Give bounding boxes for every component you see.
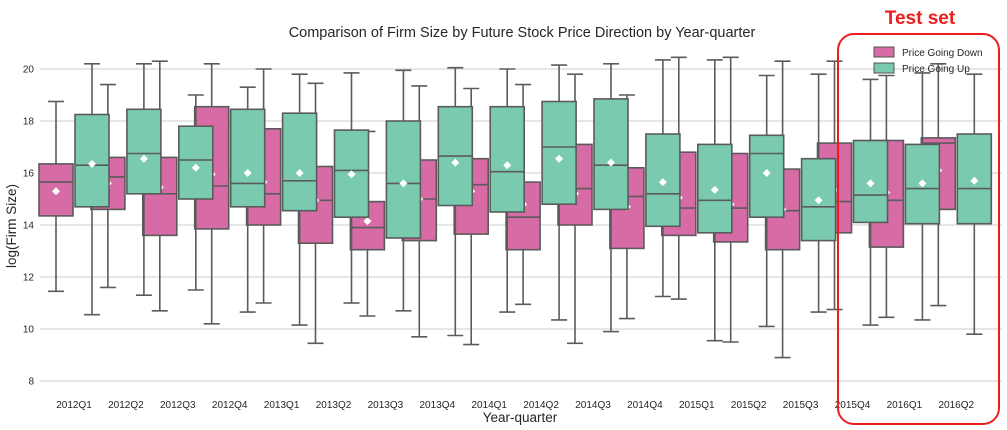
legend-label-price-going-down: Price Going Down [902, 48, 983, 59]
mean-marker [658, 178, 667, 187]
mean-marker [503, 161, 512, 170]
mean-marker [139, 154, 148, 163]
iqr-box [126, 108, 162, 195]
y-tick-label: 8 [28, 377, 34, 388]
box-price-going-up [178, 94, 214, 291]
mean-marker [191, 163, 200, 172]
y-axis-label: log(Firm Size) [4, 184, 19, 268]
y-tick-label: 10 [23, 325, 35, 336]
y-tick-label: 16 [23, 169, 35, 180]
legend-label-price-going-up: Price Going Up [902, 64, 970, 75]
mean-marker [762, 169, 771, 177]
x-tick-label: 2013Q2 [316, 400, 352, 411]
mean-marker [88, 159, 96, 168]
iqr-box [541, 100, 577, 205]
box-price-going-up [333, 72, 370, 304]
box-price-going-down [38, 100, 74, 293]
box-price-going-up [800, 73, 837, 313]
box-price-going-up [385, 69, 422, 312]
x-tick-label: 2014Q4 [627, 400, 663, 411]
x-tick-label: 2014Q1 [471, 400, 507, 411]
iqr-box [281, 112, 318, 212]
iqr-box [229, 108, 266, 208]
iqr-box [489, 105, 526, 213]
x-tick-label: 2014Q2 [523, 400, 559, 411]
box-price-going-up [229, 86, 266, 313]
box-price-going-up [541, 64, 577, 321]
y-tick-label: 20 [23, 65, 35, 76]
y-tick-label: 18 [23, 117, 35, 128]
test-set-annotation: Test set [837, 8, 1000, 425]
x-tick-label: 2016Q2 [939, 400, 975, 411]
mean-marker [970, 176, 979, 185]
box-price-going-up [645, 59, 681, 298]
box-price-going-up [904, 72, 941, 321]
chart-title: Comparison of Firm Size by Future Stock … [289, 25, 756, 41]
x-tick-label: 2012Q2 [108, 400, 144, 411]
mean-marker [555, 154, 564, 163]
legend-swatch-price-going-down [873, 46, 895, 58]
mean-marker [363, 217, 372, 226]
x-tick-label: 2016Q1 [887, 400, 923, 411]
x-tick-label: 2013Q4 [420, 400, 456, 411]
mean-marker [52, 187, 60, 196]
x-tick-label: 2015Q2 [731, 400, 767, 411]
y-tick-label: 12 [23, 273, 35, 284]
mean-marker [295, 169, 304, 177]
box-price-going-up [696, 59, 733, 342]
box-price-going-up [437, 66, 474, 337]
box-price-going-up [852, 78, 889, 326]
iqr-box [178, 125, 214, 200]
x-tick-label: 2015Q4 [835, 400, 871, 411]
y-tick-label: 14 [23, 221, 35, 232]
iqr-box [593, 98, 629, 211]
mean-marker [399, 179, 408, 188]
mean-marker [347, 170, 356, 179]
x-tick-label: 2013Q3 [368, 400, 404, 411]
legend: Price Going Down Price Going Up [873, 46, 983, 75]
x-tick-label: 2012Q4 [212, 400, 248, 411]
iqr-box [748, 134, 785, 219]
axis-ticks: 8 10 12 14 16 18 20 2012Q1 2012Q2 2012Q3 2012Q4 201… [23, 65, 975, 412]
mean-marker [710, 185, 719, 194]
box-price-going-up [956, 73, 993, 336]
mean-marker [918, 179, 927, 188]
x-axis-label: Year-quarter [483, 410, 558, 425]
test-set-highlight-box [837, 33, 1000, 425]
x-tick-label: 2015Q3 [783, 400, 819, 411]
x-tick-label: 2013Q1 [264, 400, 300, 411]
mean-marker [866, 179, 875, 188]
test-set-label: Test set [885, 8, 956, 29]
mean-marker [243, 169, 252, 177]
x-tick-label: 2015Q1 [679, 400, 715, 411]
mean-marker [607, 158, 615, 167]
x-tick-label: 2012Q3 [160, 400, 196, 411]
box-price-going-up [281, 73, 318, 326]
box-price-going-up [748, 74, 785, 328]
mean-marker [451, 158, 460, 167]
x-tick-label: 2014Q3 [575, 400, 611, 411]
box-price-going-up [74, 62, 110, 316]
x-tick-label: 2012Q1 [56, 400, 92, 411]
box-price-going-up [593, 62, 629, 333]
mean-marker [814, 196, 823, 205]
box-price-going-up [489, 68, 526, 313]
box-price-going-up [126, 62, 162, 297]
box-plot-series [38, 56, 993, 359]
legend-swatch-price-going-up [873, 62, 895, 74]
